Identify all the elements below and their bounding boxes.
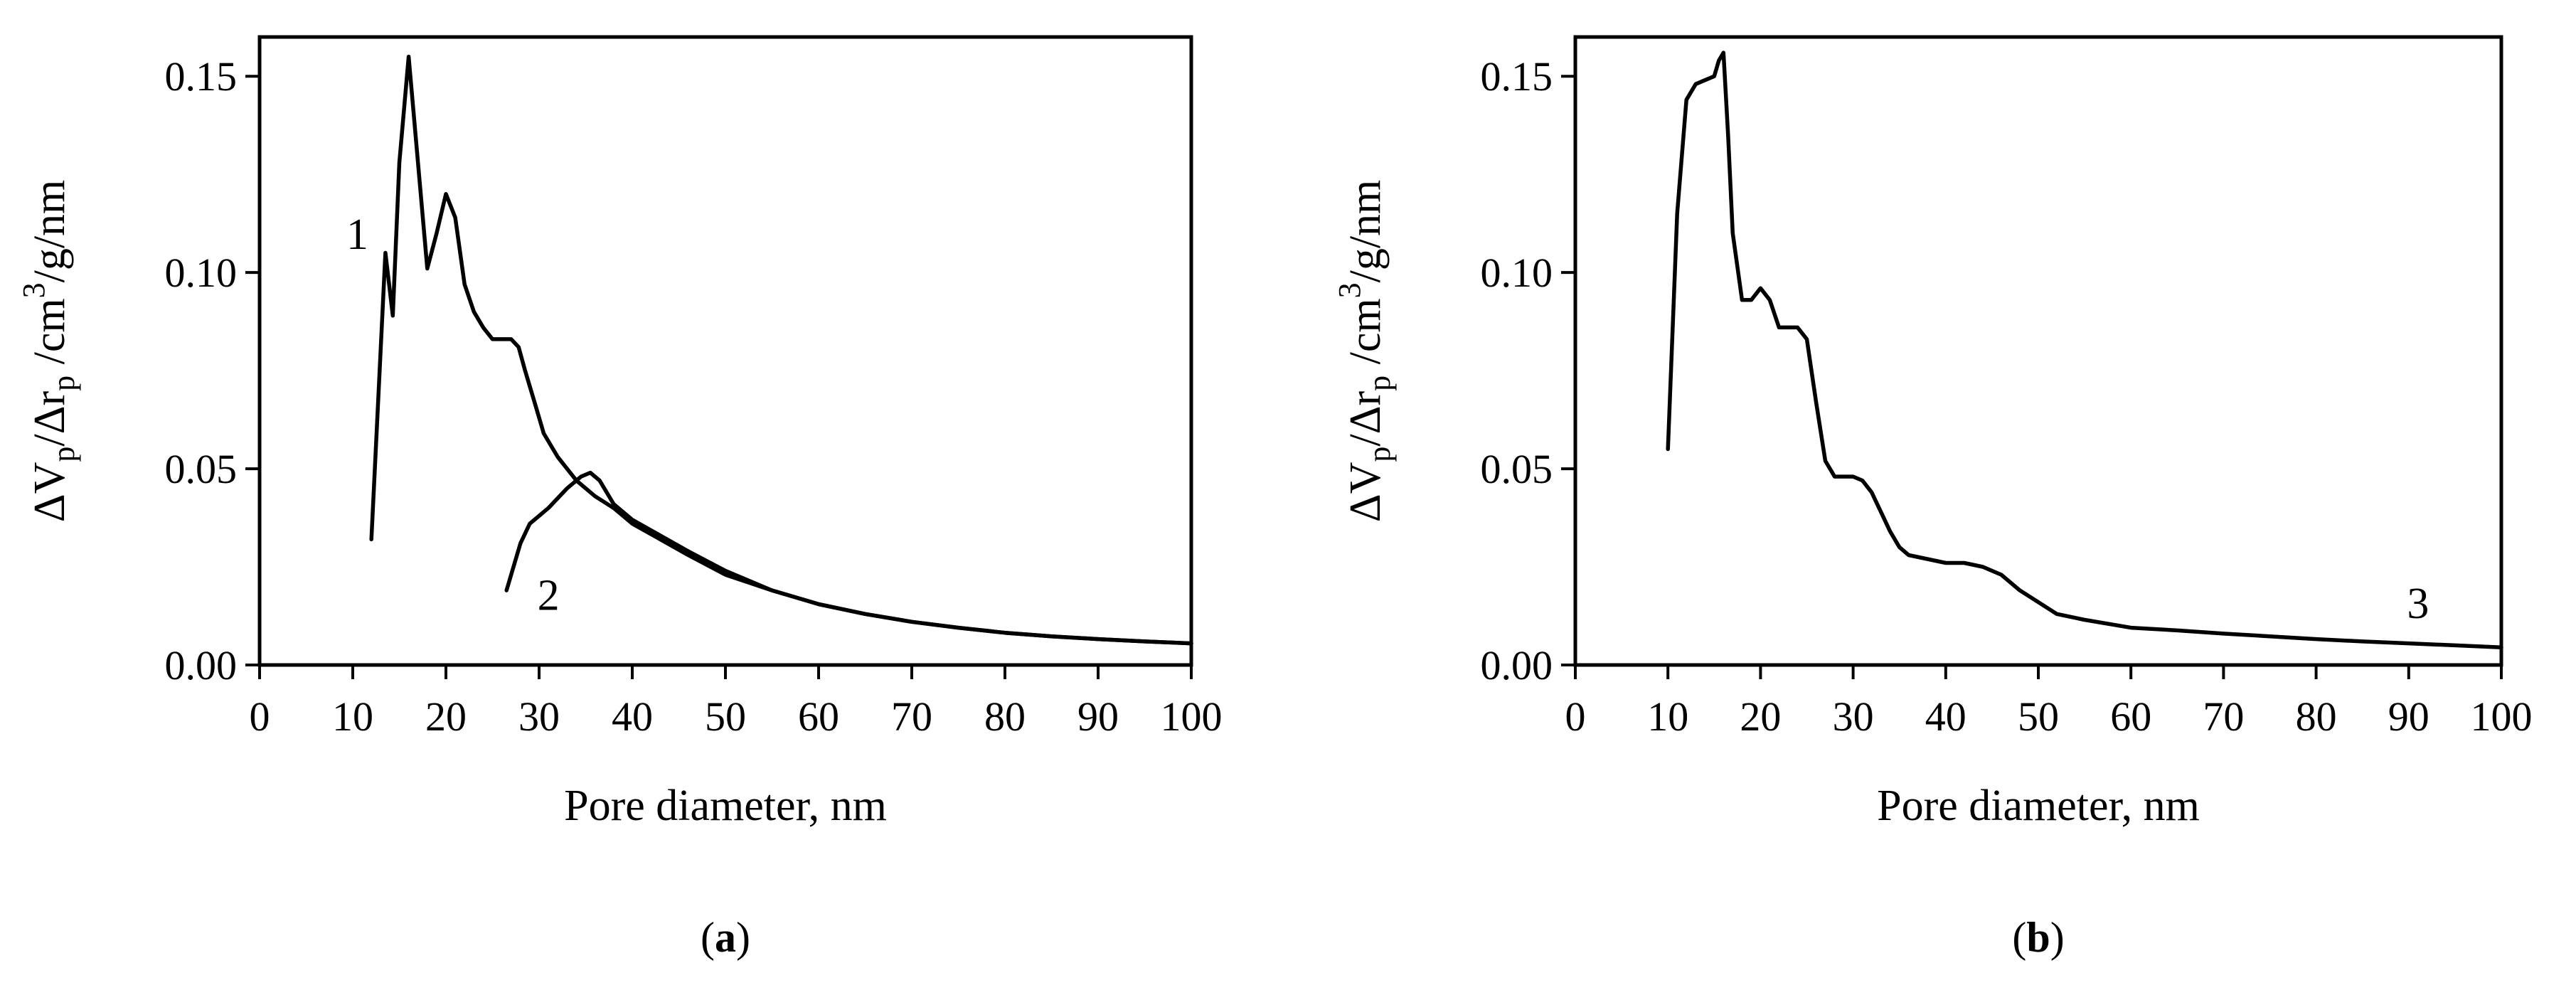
- y-tick-label: 0.10: [165, 250, 238, 296]
- y-tick-label: 0.00: [165, 642, 238, 688]
- x-axis-title: Pore diameter, nm: [1877, 782, 2200, 830]
- x-tick-label: 80: [2296, 693, 2337, 740]
- x-tick-label: 50: [705, 693, 746, 740]
- y-tick-label: 0.05: [1481, 446, 1553, 492]
- chart-panel-a: 0 10 20 30 40 50 60 70 80 90 100 0.00 0.05 0.10 0.15 Po…: [16, 35, 1223, 961]
- x-tick-label: 60: [798, 693, 839, 740]
- x-tick-label: 100: [1161, 693, 1223, 740]
- x-tick-label: 70: [891, 693, 932, 740]
- y-tick-label: 0.15: [165, 53, 238, 100]
- x-tick-label: 40: [612, 693, 653, 740]
- curve-label-3: 3: [2407, 580, 2429, 628]
- x-tick-label: 20: [425, 693, 467, 740]
- y-tick-label: 0.10: [1481, 250, 1553, 296]
- series-line-2: [504, 470, 1193, 646]
- x-tick-label: 60: [2110, 693, 2151, 740]
- x-tick-label: 20: [1740, 693, 1781, 740]
- plot-frame: [1573, 35, 2503, 667]
- x-tick-label: 90: [1077, 693, 1119, 740]
- x-tick-label: 40: [1925, 693, 1966, 740]
- series-line-3: [1666, 50, 2503, 649]
- y-axis-title: ΔVp/Δrp /cm3/g/nm: [16, 180, 81, 523]
- y-tick-label: 0.05: [165, 446, 238, 492]
- panel-label: (b): [2012, 914, 2064, 961]
- x-tick-label: 10: [1647, 693, 1688, 740]
- curve-label-2: 2: [538, 572, 560, 620]
- x-tick-label: 50: [2018, 693, 2059, 740]
- y-tick-label: 0.00: [1481, 642, 1553, 688]
- x-tick-label: 80: [984, 693, 1026, 740]
- x-tick-label: 100: [2471, 693, 2533, 740]
- x-tick-label: 90: [2388, 693, 2429, 740]
- x-tick-label: 10: [332, 693, 373, 740]
- curve-label-1: 1: [346, 211, 368, 259]
- series-line-1: [369, 54, 1193, 646]
- x-tick-label: 30: [518, 693, 560, 740]
- x-tick-label: 0: [1565, 693, 1586, 740]
- panel-label: (a): [701, 914, 750, 961]
- x-tick-label: 70: [2203, 693, 2244, 740]
- x-tick-label: 0: [250, 693, 270, 740]
- chart-panel-b: 0 10 20 30 40 50 60 70 80 90 100 0.00 0.05 0.10 0.15 Po…: [1332, 35, 2533, 961]
- x-axis-title: Pore diameter, nm: [564, 782, 887, 830]
- x-tick-label: 30: [1833, 693, 1874, 740]
- y-tick-label: 0.15: [1481, 53, 1553, 100]
- y-axis-title: ΔVp/Δrp /cm3/g/nm: [1332, 180, 1397, 523]
